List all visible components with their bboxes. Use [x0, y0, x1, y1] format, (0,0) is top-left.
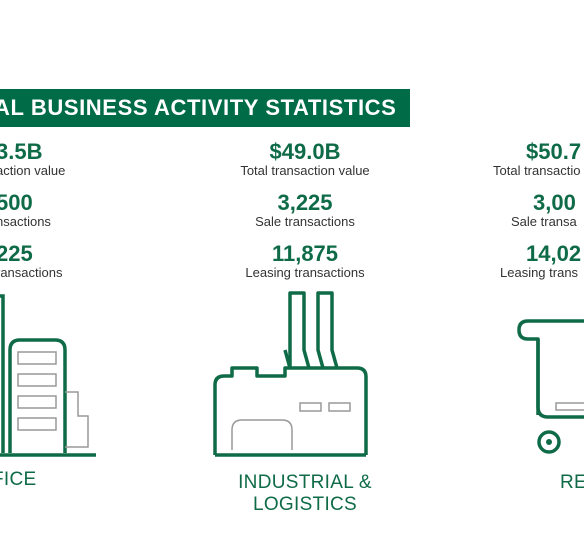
retail-leasing-label: Leasing trans — [500, 265, 579, 280]
retail-category-label: RE — [560, 472, 584, 493]
factory-icon — [213, 291, 368, 457]
industrial-sale-transactions: 3,225 Sale transactions — [205, 191, 405, 229]
office-building-icon — [0, 294, 96, 457]
office-sale-label: nsactions — [0, 214, 51, 229]
industrial-total-value-number: $49.0B — [269, 139, 341, 164]
office-total-value-number: 3.5B — [0, 139, 43, 164]
office-leasing-label: ransactions — [0, 265, 63, 280]
industrial-total-value: $49.0B Total transaction value — [205, 140, 405, 178]
header-banner: AL BUSINESS ACTIVITY STATISTICS — [0, 89, 410, 127]
industrial-leasing-number: 11,875 — [271, 241, 339, 266]
retail-sale-transactions: 3,00 Sale transa — [511, 191, 577, 229]
office-total-value-label: action value — [0, 163, 66, 178]
industrial-category-label: INDUSTRIAL & LOGISTICS — [205, 472, 405, 516]
industrial-leasing-label: Leasing transactions — [245, 265, 365, 280]
office-total-value: 3.5B action value — [0, 140, 65, 178]
retail-sale-label: Sale transa — [511, 214, 577, 229]
industrial-category-line1: INDUSTRIAL & — [238, 472, 372, 493]
office-leasing-number: 225 — [0, 241, 33, 266]
banner-title: AL BUSINESS ACTIVITY STATISTICS — [0, 95, 397, 120]
retail-total-value-number: $50.7 — [526, 139, 582, 164]
office-sale-number: 500 — [0, 190, 33, 215]
retail-total-value: $50.7 Total transactio — [493, 140, 581, 178]
industrial-category-line2: LOGISTICS — [252, 494, 358, 515]
industrial-sale-label: Sale transactions — [255, 214, 355, 229]
retail-leasing-number: 14,02 — [526, 241, 582, 266]
office-sale-transactions: 500 nsactions — [0, 191, 51, 229]
industrial-sale-number: 3,225 — [277, 190, 333, 215]
industrial-total-value-label: Total transaction value — [240, 163, 370, 178]
industrial-leasing-transactions: 11,875 Leasing transactions — [205, 242, 405, 280]
shopping-cart-icon — [517, 319, 584, 454]
office-category-label: FICE — [0, 469, 37, 490]
retail-total-value-label: Total transactio — [493, 163, 581, 178]
office-leasing-transactions: 225 ransactions — [0, 242, 62, 280]
retail-leasing-transactions: 14,02 Leasing trans — [500, 242, 581, 280]
retail-sale-number: 3,00 — [533, 190, 576, 215]
